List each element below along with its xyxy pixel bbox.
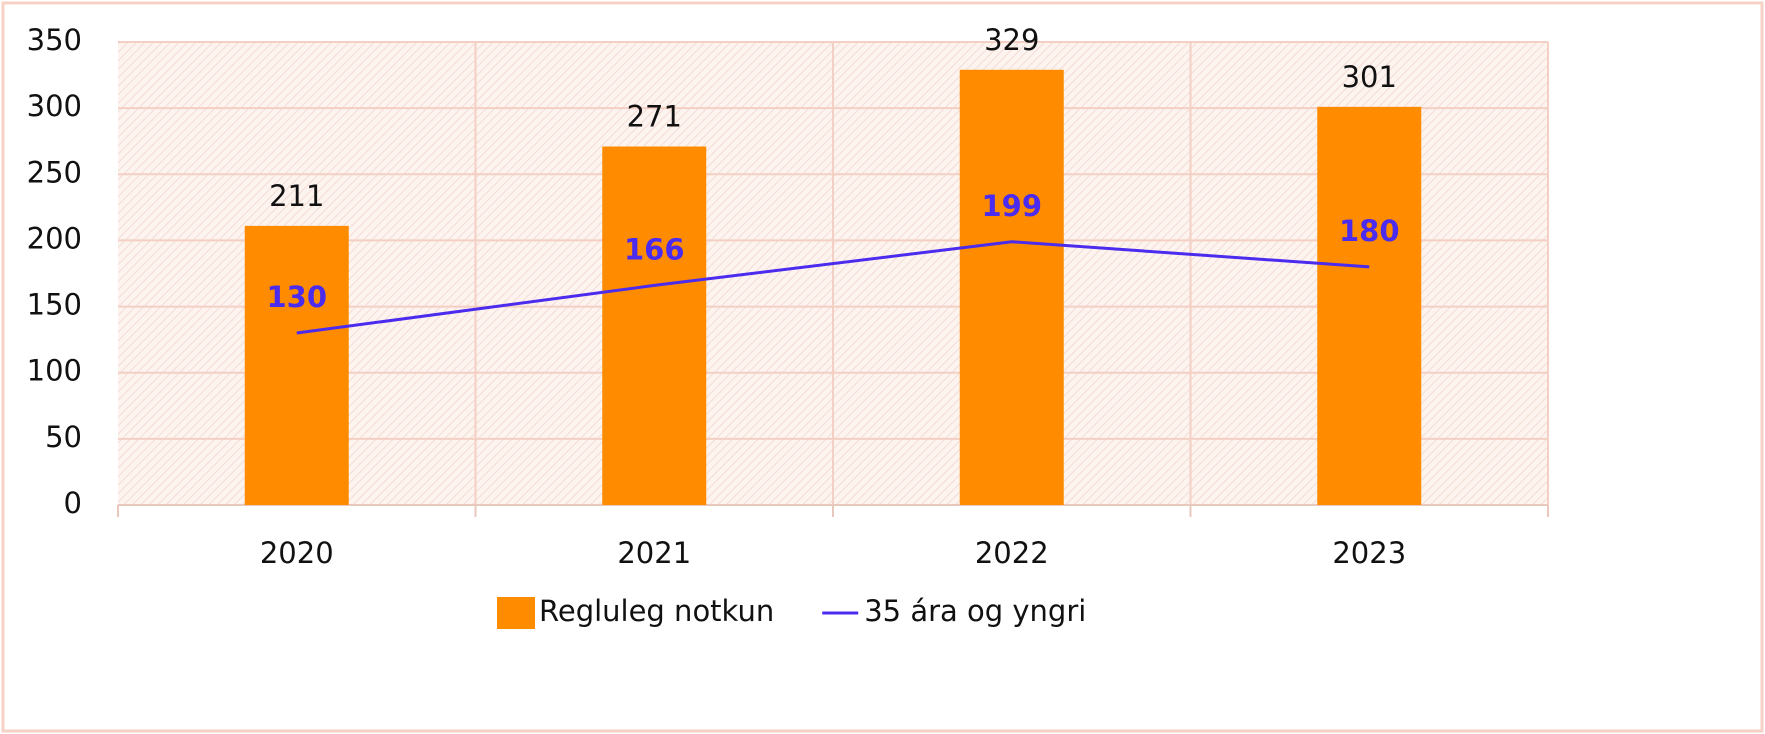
bar (602, 146, 707, 505)
y-tick-label: 100 (27, 354, 82, 388)
line-value-label: 199 (981, 189, 1042, 223)
line (296, 240, 1370, 335)
x-tick-label: 2020 (260, 536, 334, 570)
legend-label: 35 ára og yngri (864, 594, 1086, 628)
bar-value-label: 329 (984, 23, 1039, 57)
bar (244, 225, 349, 505)
y-tick-label: 250 (27, 155, 82, 189)
y-tick-label: 350 (27, 23, 82, 57)
x-tick-label: 2022 (975, 536, 1049, 570)
bar-value-label: 211 (269, 179, 324, 213)
line-value-label: 130 (266, 280, 327, 314)
y-tick-label: 0 (64, 486, 82, 520)
y-tick-label: 300 (27, 89, 82, 123)
bar-value-label: 301 (1342, 60, 1397, 94)
bar (959, 69, 1064, 505)
x-tick-label: 2021 (617, 536, 691, 570)
line-value-label: 180 (1339, 214, 1400, 248)
y-tick-label: 150 (27, 288, 82, 322)
legend-swatch (497, 597, 535, 629)
line-value-label: 166 (624, 232, 685, 266)
y-tick-label: 50 (45, 420, 82, 454)
bar (1317, 106, 1422, 505)
y-tick-label: 200 (27, 221, 82, 255)
bar-value-label: 271 (627, 100, 682, 134)
x-tick-label: 2023 (1332, 536, 1406, 570)
legend-label: Regluleg notkun (539, 594, 774, 628)
